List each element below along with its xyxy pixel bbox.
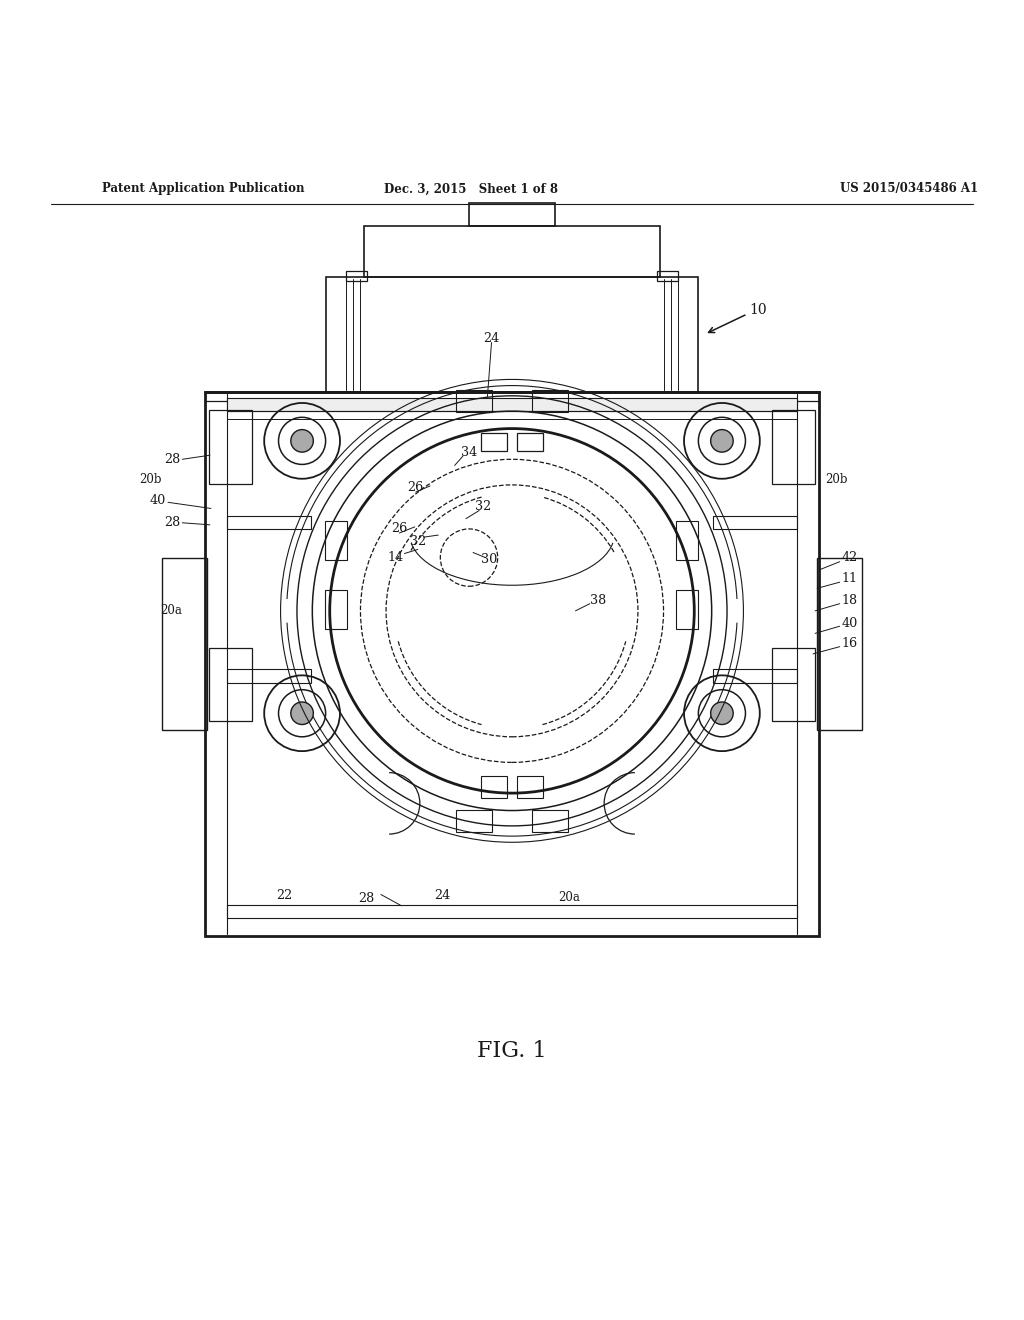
Text: 28: 28 <box>358 892 375 906</box>
Text: 30: 30 <box>481 553 498 566</box>
Bar <box>325 590 347 630</box>
Text: 34: 34 <box>461 446 477 458</box>
Text: 11: 11 <box>842 572 858 585</box>
Circle shape <box>711 429 733 453</box>
Bar <box>517 776 543 799</box>
Bar <box>346 271 367 281</box>
Bar <box>772 411 815 484</box>
Bar <box>713 516 797 529</box>
Bar <box>162 557 207 730</box>
Bar <box>657 271 678 281</box>
Text: 40: 40 <box>150 494 166 507</box>
Bar <box>227 516 311 529</box>
Bar <box>481 776 507 799</box>
Text: 14: 14 <box>387 552 403 564</box>
Text: 28: 28 <box>164 453 180 466</box>
Bar <box>532 389 568 412</box>
Text: 26: 26 <box>408 482 424 495</box>
Bar <box>227 397 797 411</box>
Text: US 2015/0345486 A1: US 2015/0345486 A1 <box>840 182 978 195</box>
Bar <box>227 904 797 917</box>
Text: 26: 26 <box>391 523 408 536</box>
Bar <box>676 590 698 630</box>
Text: 28: 28 <box>164 516 180 529</box>
Circle shape <box>711 702 733 725</box>
Bar <box>817 557 862 730</box>
Text: 16: 16 <box>842 638 858 651</box>
Bar <box>209 411 252 484</box>
Bar <box>326 277 698 392</box>
Bar <box>227 669 311 682</box>
Bar <box>772 648 815 722</box>
Bar <box>713 669 797 682</box>
Bar <box>456 389 492 412</box>
Text: 22: 22 <box>276 890 293 902</box>
Text: Dec. 3, 2015   Sheet 1 of 8: Dec. 3, 2015 Sheet 1 of 8 <box>384 182 558 195</box>
Bar <box>325 520 347 560</box>
Circle shape <box>291 429 313 453</box>
Text: 24: 24 <box>434 890 451 902</box>
Text: Patent Application Publication: Patent Application Publication <box>102 182 305 195</box>
Bar <box>532 809 568 832</box>
Circle shape <box>291 702 313 725</box>
Bar <box>209 648 252 722</box>
Text: 20a: 20a <box>558 891 581 904</box>
Text: 18: 18 <box>842 594 858 607</box>
Text: 42: 42 <box>842 552 858 564</box>
Text: 20a: 20a <box>161 605 182 618</box>
Text: 24: 24 <box>483 331 500 345</box>
Text: 10: 10 <box>749 302 767 317</box>
Bar <box>364 226 660 277</box>
Bar <box>481 433 507 451</box>
Bar <box>456 809 492 832</box>
Text: 40: 40 <box>842 616 858 630</box>
Text: 32: 32 <box>475 500 492 513</box>
Bar <box>517 433 543 451</box>
Bar <box>469 203 555 226</box>
Text: 20b: 20b <box>139 474 162 486</box>
Text: FIG. 1: FIG. 1 <box>477 1040 547 1063</box>
Text: 32: 32 <box>410 535 426 548</box>
Bar <box>205 392 819 936</box>
Bar <box>676 520 698 560</box>
Text: 38: 38 <box>590 594 606 607</box>
Text: 20b: 20b <box>825 474 848 486</box>
